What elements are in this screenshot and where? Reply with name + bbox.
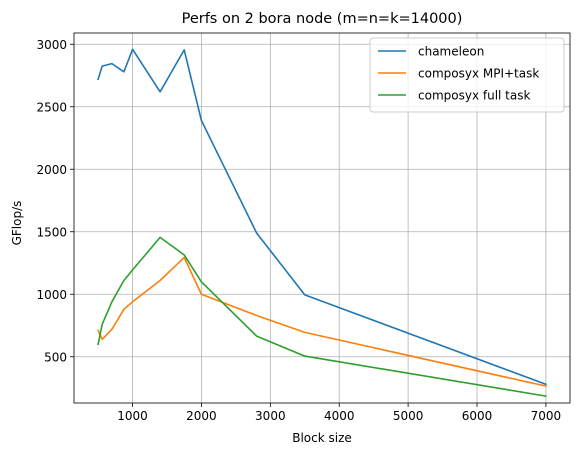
y-tick-label: 2000 bbox=[36, 163, 67, 177]
plot-frame bbox=[73, 32, 571, 404]
x-tick-label: 3000 bbox=[255, 409, 286, 423]
legend-box bbox=[369, 37, 565, 113]
legend-label: chameleon bbox=[418, 45, 484, 59]
x-tick-label: 1000 bbox=[117, 409, 148, 423]
y-tick-label: 1000 bbox=[36, 288, 67, 302]
series-line-composyx-full-task bbox=[97, 236, 547, 398]
chart-title: Perfs on 2 bora node (m=n=k=14000) bbox=[182, 11, 463, 27]
x-tick-label: 7000 bbox=[531, 409, 562, 423]
y-tick-label: 500 bbox=[44, 350, 67, 364]
series-line-composyx-mpi-task bbox=[97, 256, 547, 388]
legend: chameleon composyx MPI+task composyx full … bbox=[369, 37, 565, 113]
series-lines bbox=[97, 48, 547, 398]
x-tick-label: 4000 bbox=[324, 409, 355, 423]
y-tick-label: 2500 bbox=[36, 100, 67, 114]
y-axis-label: GFlop/s bbox=[10, 201, 24, 246]
y-tick-label: 1500 bbox=[36, 225, 67, 239]
x-tick-label: 5000 bbox=[393, 409, 424, 423]
x-axis-label: Block size bbox=[292, 431, 352, 445]
legend-label: composyx full task bbox=[418, 89, 530, 103]
y-tick-label: 3000 bbox=[36, 38, 67, 52]
series-line-chameleon bbox=[97, 48, 547, 386]
x-tick-label: 2000 bbox=[186, 409, 217, 423]
axis-ticks: 1000 2000 3000 4000 5000 6000 7000 500 1000 1500 2… bbox=[36, 38, 561, 423]
x-tick-label: 6000 bbox=[462, 409, 493, 423]
legend-label: composyx MPI+task bbox=[418, 67, 539, 81]
